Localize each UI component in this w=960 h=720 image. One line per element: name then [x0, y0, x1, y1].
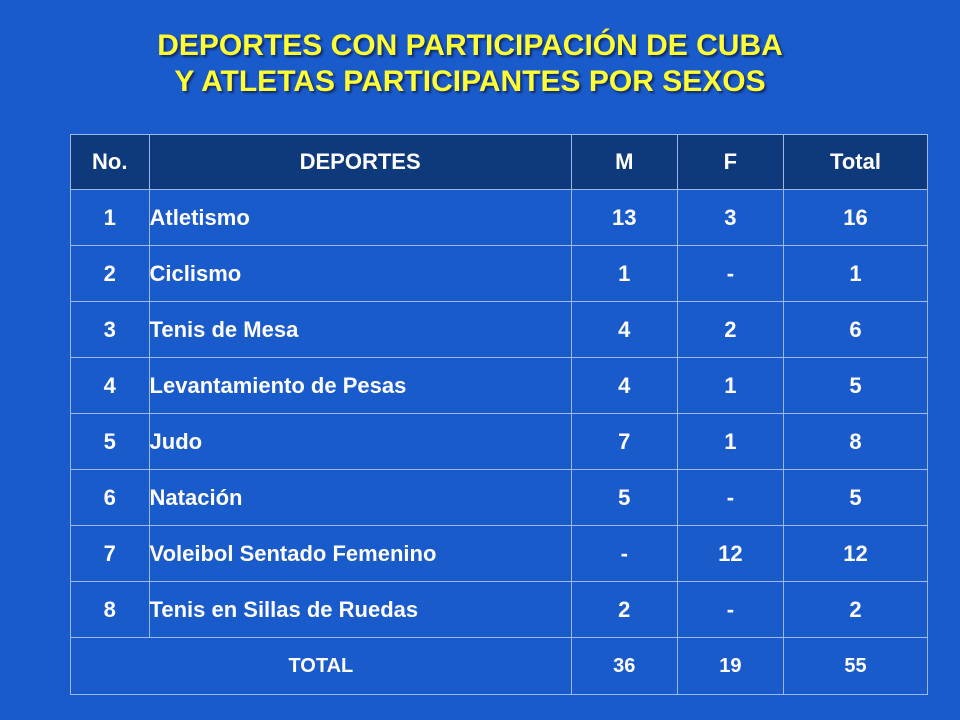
cell-m: 5 [570, 469, 678, 526]
cell-no: 3 [70, 301, 150, 358]
cell-no: 6 [70, 469, 150, 526]
cell-sport: Judo [148, 413, 572, 470]
cell-total: 1 [782, 245, 929, 302]
table-row: 4 Levantamiento de Pesas 4 1 5 [70, 357, 929, 414]
cell-sport: Tenis en Sillas de Ruedas [148, 581, 572, 638]
cell-sport: Atletismo [148, 189, 572, 246]
cell-total: 6 [782, 301, 929, 358]
header-total: Total [782, 134, 929, 190]
cell-f: 3 [676, 189, 784, 246]
cell-total: 5 [782, 357, 929, 414]
cell-no: 5 [70, 413, 150, 470]
table-row: 8 Tenis en Sillas de Ruedas 2 - 2 [70, 581, 929, 638]
title-line-2: Y ATLETAS PARTICIPANTES POR SEXOS [174, 65, 766, 98]
cell-m: - [570, 525, 678, 582]
cell-sport: Ciclismo [148, 245, 572, 302]
cell-f: 12 [676, 525, 784, 582]
table-row: 5 Judo 7 1 8 [70, 413, 929, 470]
cell-sport: Natación [148, 469, 572, 526]
cell-no: 1 [70, 189, 150, 246]
cell-total: 12 [782, 525, 929, 582]
cell-no: 7 [70, 525, 150, 582]
cell-m: 1 [570, 245, 678, 302]
sports-table: No. DEPORTES M F Total 1 Atletismo 13 3 … [70, 134, 929, 695]
table-row: 7 Voleibol Sentado Femenino - 12 12 [70, 525, 929, 582]
cell-f: - [676, 469, 784, 526]
header-no: No. [70, 134, 150, 190]
cell-no: 8 [70, 581, 150, 638]
cell-f: - [676, 245, 784, 302]
totals-total: 55 [782, 637, 929, 695]
cell-sport: Tenis de Mesa [148, 301, 572, 358]
cell-f: 1 [676, 413, 784, 470]
cell-m: 4 [570, 301, 678, 358]
table-row: 2 Ciclismo 1 - 1 [70, 245, 929, 302]
cell-total: 16 [782, 189, 929, 246]
page-title: DEPORTES CON PARTICIPACIÓN DE CUBA Y ATL… [0, 28, 940, 100]
header-m: M [570, 134, 678, 190]
cell-m: 2 [570, 581, 678, 638]
table-header-row: No. DEPORTES M F Total [70, 134, 929, 190]
cell-no: 4 [70, 357, 150, 414]
cell-f: 1 [676, 357, 784, 414]
cell-total: 2 [782, 581, 929, 638]
table-row: 1 Atletismo 13 3 16 [70, 189, 929, 246]
table-row: 6 Natación 5 - 5 [70, 469, 929, 526]
cell-m: 4 [570, 357, 678, 414]
cell-total: 5 [782, 469, 929, 526]
totals-m: 36 [570, 637, 678, 695]
cell-sport: Voleibol Sentado Femenino [148, 525, 572, 582]
cell-m: 7 [570, 413, 678, 470]
cell-m: 13 [570, 189, 678, 246]
cell-f: - [676, 581, 784, 638]
totals-row: TOTAL 36 19 55 [70, 637, 929, 695]
cell-sport: Levantamiento de Pesas [148, 357, 572, 414]
header-sport: DEPORTES [148, 134, 572, 190]
cell-no: 2 [70, 245, 150, 302]
title-line-1: DEPORTES CON PARTICIPACIÓN DE CUBA [157, 29, 783, 62]
cell-total: 8 [782, 413, 929, 470]
cell-f: 2 [676, 301, 784, 358]
totals-label: TOTAL [70, 637, 572, 695]
table-row: 3 Tenis de Mesa 4 2 6 [70, 301, 929, 358]
header-f: F [676, 134, 784, 190]
totals-f: 19 [676, 637, 784, 695]
